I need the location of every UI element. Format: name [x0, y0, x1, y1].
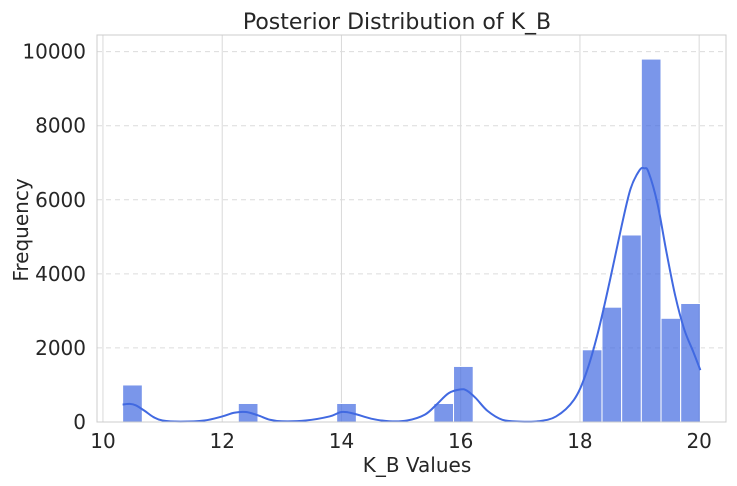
- histogram-bar: [660, 317, 682, 423]
- x-tick-label: 18: [567, 429, 592, 453]
- bars-layer: [122, 58, 701, 423]
- x-axis-label: K_B Values: [363, 453, 472, 477]
- x-tick-label: 20: [686, 429, 711, 453]
- x-tick-label: 14: [329, 429, 354, 453]
- chart-title: Posterior Distribution of K_B: [243, 10, 551, 35]
- x-tick-label: 10: [90, 429, 115, 453]
- x-tick-label: 12: [209, 429, 234, 453]
- y-tick-label: 4000: [35, 262, 86, 286]
- y-tick-label: 8000: [35, 114, 86, 138]
- y-tick-label: 2000: [35, 336, 86, 360]
- histogram-bar: [433, 402, 455, 423]
- y-tick-label: 0: [73, 410, 86, 434]
- y-tick-label: 10000: [22, 40, 86, 64]
- y-axis-label: Frequency: [9, 178, 33, 281]
- ticks-layer: 10 12 14 16 18 20 0 2000 4000 6000 8000 10000: [22, 40, 712, 453]
- histogram-bar: [581, 349, 603, 423]
- y-tick-label: 6000: [35, 188, 86, 212]
- plot-frame: [96, 34, 727, 423]
- histogram-bar: [601, 306, 623, 423]
- histogram-bar: [621, 234, 642, 423]
- x-tick-label: 16: [448, 429, 473, 453]
- kde-curve: [122, 166, 702, 423]
- histogram-bar: [640, 58, 662, 423]
